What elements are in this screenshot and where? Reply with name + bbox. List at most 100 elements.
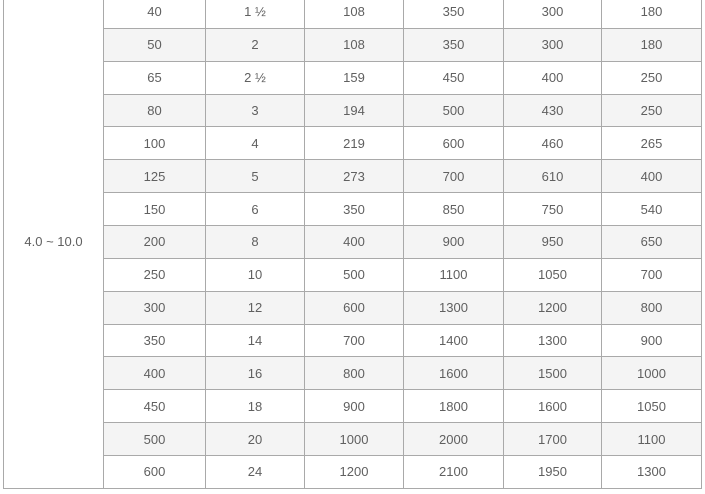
table-cell: 250: [103, 257, 206, 292]
table-cell: 2100: [403, 455, 504, 489]
table-cell: 3: [205, 93, 305, 128]
table-cell: 850: [403, 192, 504, 227]
table-cell: 18: [205, 389, 305, 424]
table-cell: 1100: [403, 257, 504, 292]
table-cell: 1400: [403, 323, 504, 358]
table-row: 125 5 273 700 610 400: [4, 159, 702, 194]
table-cell: 1000: [601, 356, 702, 391]
table-row: 4.0 ~ 10.0 40 1 ½ 108 350 300 180: [3, 0, 702, 489]
table-cell: 1200: [503, 290, 602, 325]
table-cell: 2000: [403, 422, 504, 457]
table-cell: 540: [601, 192, 702, 227]
table-cell: 125: [103, 159, 206, 194]
table-cell: 460: [503, 126, 602, 161]
table-cell: 400: [304, 225, 404, 259]
table-cell: 1300: [403, 290, 504, 325]
table-cell: 65: [103, 60, 206, 95]
table-cell: 14: [205, 323, 305, 358]
table-cell: 700: [601, 257, 702, 292]
table-cell: 900: [403, 225, 504, 259]
table-row: 300 12 600 1300 1200 800: [4, 290, 702, 325]
table-cell: 400: [503, 60, 602, 95]
table-cell: 4: [205, 126, 305, 161]
table-cell: 500: [103, 422, 206, 457]
table-cell: 12: [205, 290, 305, 325]
table-cell: 350: [403, 27, 504, 62]
table-cell: 610: [503, 159, 602, 194]
table-cell: 180: [601, 27, 702, 62]
table-cell: 2: [205, 27, 305, 62]
table-cell: 10: [205, 257, 305, 292]
table-cell: 8: [205, 225, 305, 259]
table-cell: 80: [103, 93, 206, 128]
table-cell: 350: [304, 192, 404, 227]
table-cell: 500: [403, 93, 504, 128]
table-cell: 300: [503, 0, 602, 29]
table-row: 100 4 219 600 460 265: [4, 126, 702, 161]
table-cell: 1300: [503, 323, 602, 358]
table-row: 200 8 400 900 950 650: [4, 225, 702, 259]
table-cell: 700: [304, 323, 404, 358]
table-cell: 100: [103, 126, 206, 161]
table-cell: 40: [103, 0, 206, 29]
table-cell: 450: [103, 389, 206, 424]
table-body: 4.0 ~ 10.0 40 1 ½ 108 350 300 180 50 2 108 350 300 1…: [3, 0, 702, 489]
table-cell: 950: [503, 225, 602, 259]
table-cell: 800: [304, 356, 404, 391]
merged-range-cell: 4.0 ~ 10.0: [3, 0, 104, 489]
table-cell: 20: [205, 422, 305, 457]
dimension-table: 4.0 ~ 10.0 40 1 ½ 108 350 300 180 50 2 108 350 300 1…: [3, 0, 702, 489]
table-cell: 500: [304, 257, 404, 292]
table-cell: 430: [503, 93, 602, 128]
table-cell: 350: [403, 0, 504, 29]
table-cell: 1700: [503, 422, 602, 457]
table-row: 250 10 500 1100 1050 700: [4, 257, 702, 292]
table-cell: 1200: [304, 455, 404, 489]
table-cell: 600: [403, 126, 504, 161]
table-cell: 108: [304, 0, 404, 29]
table-cell: 5: [205, 159, 305, 194]
table-cell: 1300: [601, 455, 702, 489]
table-cell: 1600: [403, 356, 504, 391]
table-cell: 700: [403, 159, 504, 194]
table-cell: 1500: [503, 356, 602, 391]
table-cell: 6: [205, 192, 305, 227]
table-cell: 159: [304, 60, 404, 95]
table-cell: 400: [103, 356, 206, 391]
table-cell: 219: [304, 126, 404, 161]
table-cell: 1800: [403, 389, 504, 424]
table-cell: 194: [304, 93, 404, 128]
table-cell: 2 ½: [205, 60, 305, 95]
table-cell: 350: [103, 323, 206, 358]
table-cell: 600: [304, 290, 404, 325]
table-cell: 400: [601, 159, 702, 194]
table-cell: 650: [601, 225, 702, 259]
table-cell: 300: [503, 27, 602, 62]
table-cell: 600: [103, 455, 206, 489]
table-cell: 750: [503, 192, 602, 227]
table-row: 600 24 1200 2100 1950 1300: [4, 455, 702, 489]
table-cell: 1950: [503, 455, 602, 489]
table-row: 400 16 800 1600 1500 1000: [4, 356, 702, 391]
table-cell: 1050: [601, 389, 702, 424]
table-cell: 800: [601, 290, 702, 325]
table-row: 50 2 108 350 300 180: [4, 27, 702, 62]
table-row: 500 20 1000 2000 1700 1100: [4, 422, 702, 457]
table-cell: 24: [205, 455, 305, 489]
table-row: 450 18 900 1800 1600 1050: [4, 389, 702, 424]
table-cell: 180: [601, 0, 702, 29]
table-cell: 1 ½: [205, 0, 305, 29]
table-cell: 16: [205, 356, 305, 391]
table-cell: 1050: [503, 257, 602, 292]
table-cell: 1000: [304, 422, 404, 457]
table-cell: 50: [103, 27, 206, 62]
table-cell: 300: [103, 290, 206, 325]
table-row: 80 3 194 500 430 250: [4, 93, 702, 128]
table-cell: 273: [304, 159, 404, 194]
table-cell: 200: [103, 225, 206, 259]
table-cell: 250: [601, 60, 702, 95]
table-row: 65 2 ½ 159 450 400 250: [4, 60, 702, 95]
table-cell: 900: [304, 389, 404, 424]
table-row: 350 14 700 1400 1300 900: [4, 323, 702, 358]
